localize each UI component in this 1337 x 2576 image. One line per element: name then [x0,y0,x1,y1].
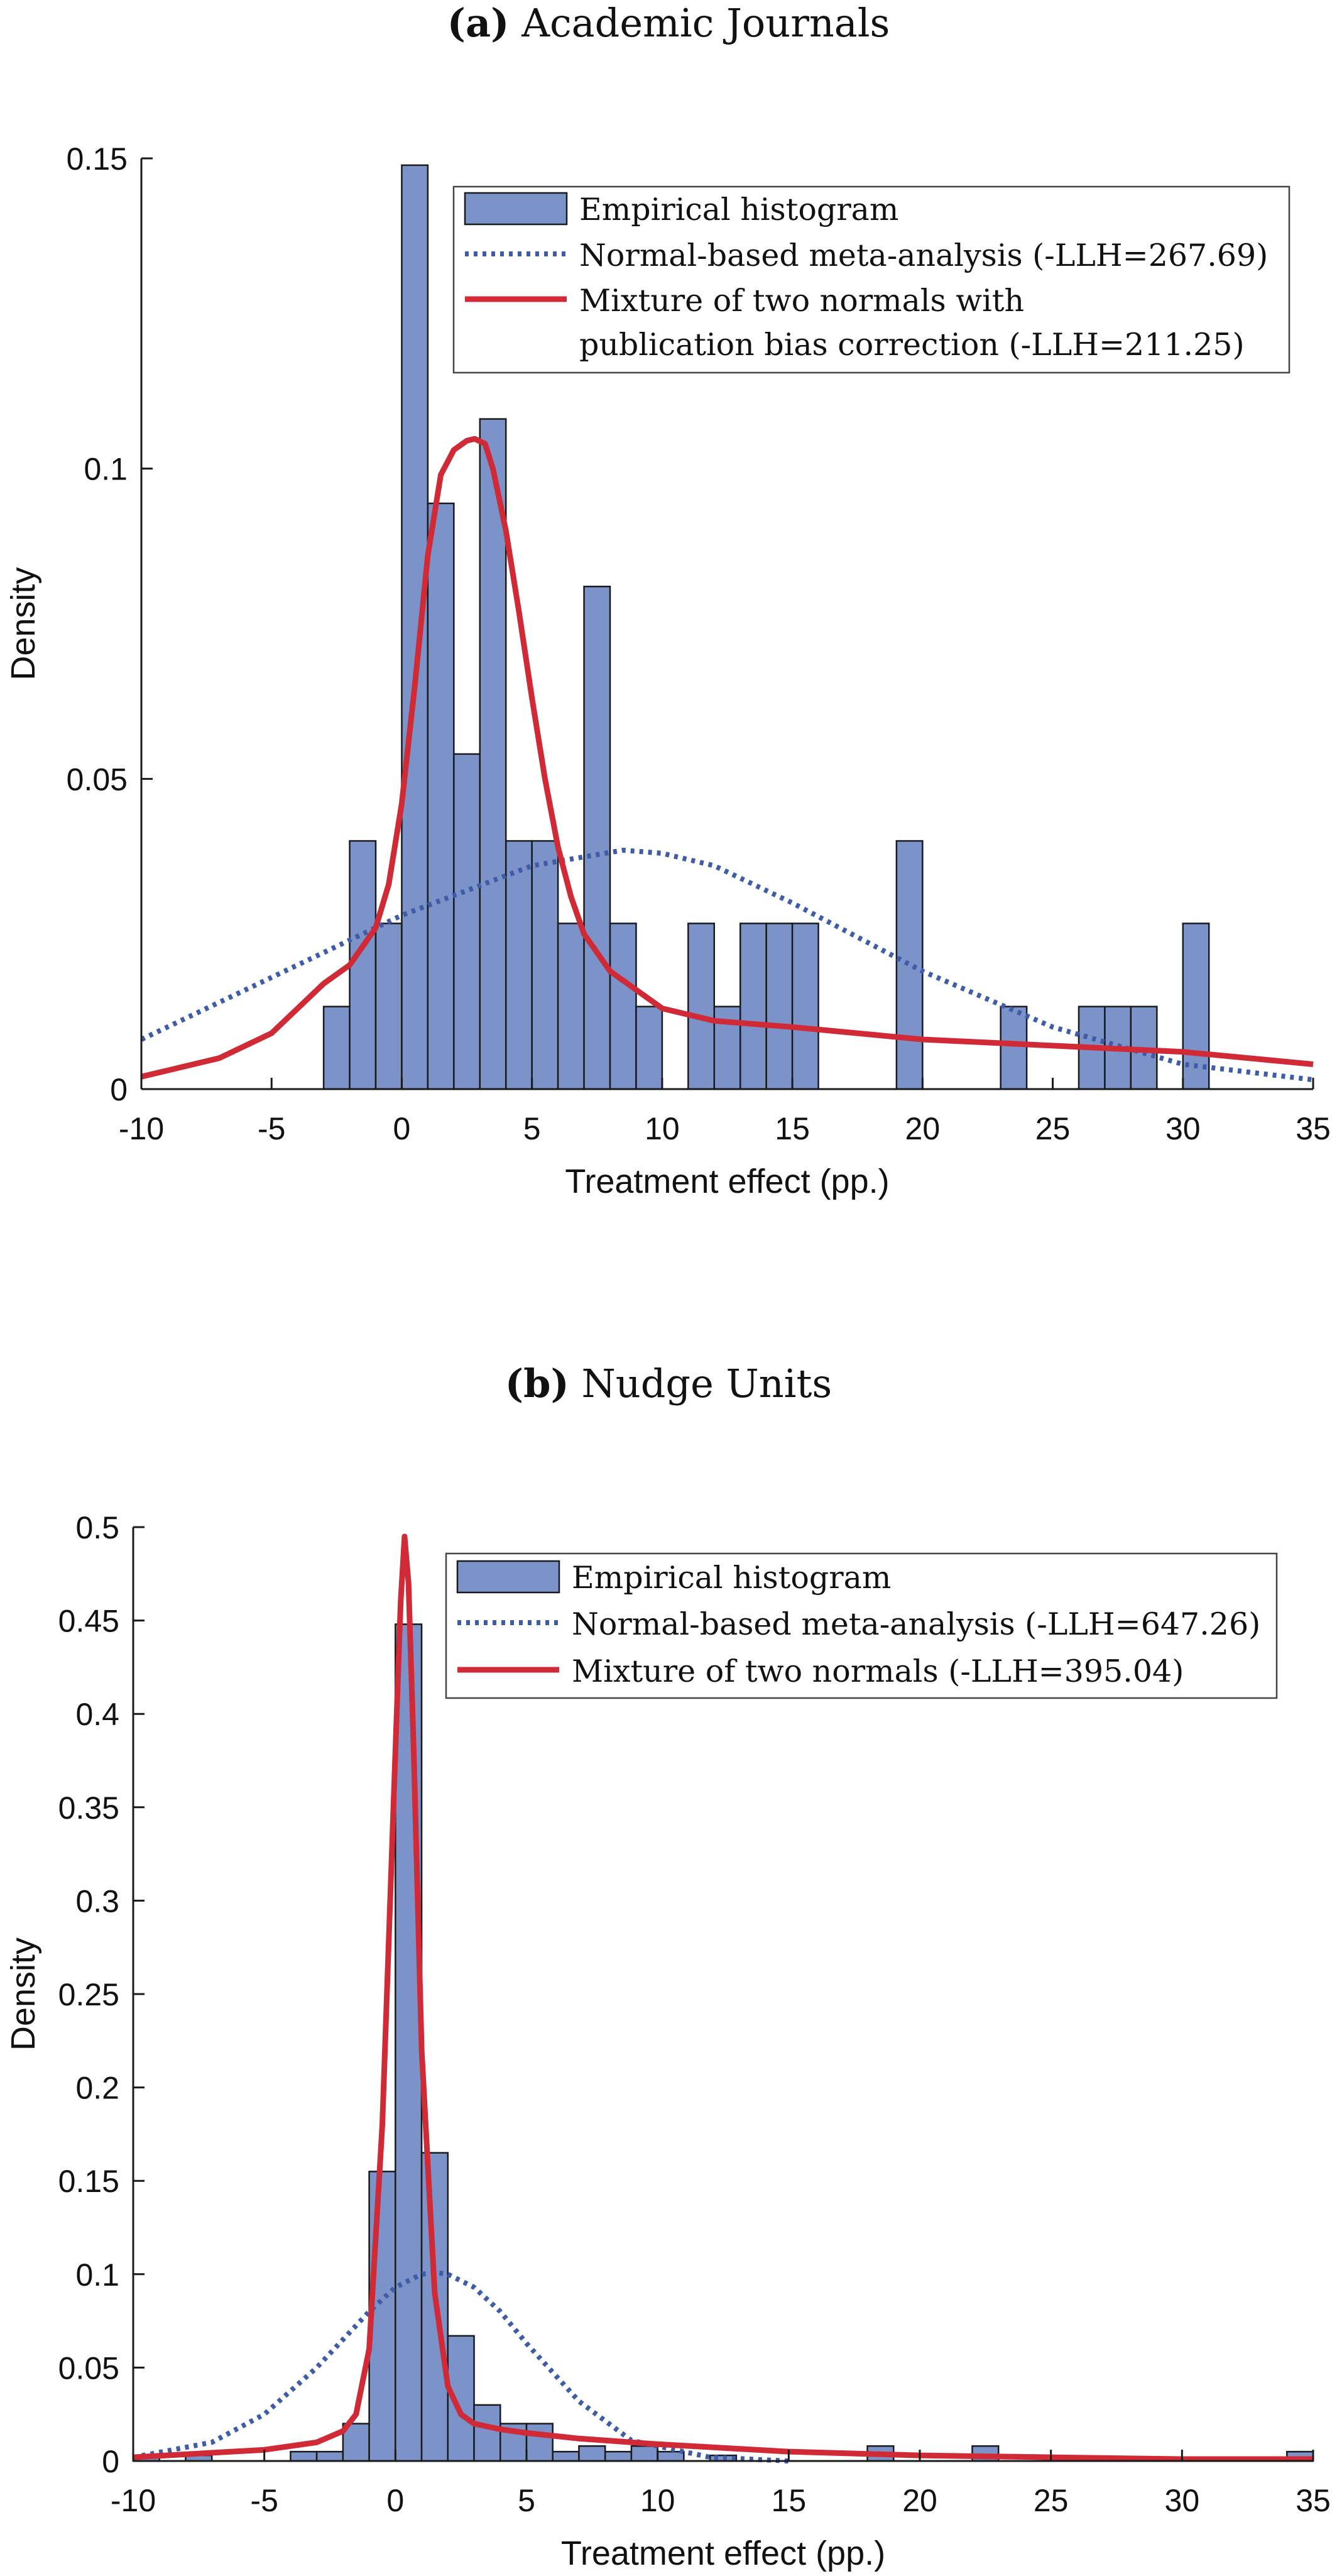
y-tick-label: 0 [110,1072,128,1107]
legend-box [452,185,1291,374]
legend-entry: Empirical histogram [579,192,898,227]
x-axis-label: Treatment effect (pp.) [561,2535,885,2572]
chart-nudge-units: -10 -5 0 5 10 15 20 25 30 35 0 0.05 0.1 0.15 0.2 0.25 0.… [4,1510,1331,2572]
histogram-bar [635,1006,663,1090]
x-tick-label: 30 [1165,2483,1200,2518]
histogram-bar [374,923,403,1090]
legend-entry: Empirical histogram [572,1560,891,1596]
histogram-bar [630,2445,658,2462]
y-tick-label: 0.2 [75,2071,119,2106]
x-tick-label: 10 [640,2483,675,2518]
legend-swatch-histogram [464,192,568,226]
histogram-bar [791,923,819,1090]
histogram-bar [578,2445,606,2462]
y-tick-label: 0.1 [75,2257,119,2293]
x-tick-label: 25 [1035,1111,1071,1146]
x-tick-label: 15 [775,1111,810,1146]
panel-title: (b) Nudge Units [0,1361,1337,1406]
normal-meta-analysis-line [140,847,1314,1083]
chart-academic-journals: -10 -5 0 5 10 15 20 25 30 35 0 0.05 0.1 0.15 Treatment… [4,141,1331,1200]
histogram-bar [349,840,377,1090]
panel-academic-journals: (a) Academic Journals -10 -5 0 5 10 15 20 25 30 3… [0,0,1337,1257]
legend-entry: Normal-based meta-analysis (-LLH=647.26) [572,1606,1260,1642]
histogram-bar [604,2450,633,2462]
histogram-bar [1182,923,1210,1090]
legend-entry: Mixture of two normals with [579,283,1024,319]
x-tick-label: 30 [1165,1111,1201,1146]
histogram-bar [895,840,924,1090]
panel-tag: (b) [505,1361,569,1406]
histogram-bar [1000,1006,1028,1090]
y-tick-label: 0.05 [67,762,128,797]
y-tick-label: 0.15 [67,141,128,177]
histogram-bar [552,2450,580,2462]
y-tick-label: 0.1 [84,452,128,487]
histogram-bar [739,923,767,1090]
histogram-bar [401,164,429,1090]
histogram-bar [473,2404,501,2462]
legend-box [445,1552,1278,1699]
x-tick-label: -10 [111,2483,156,2518]
histogram-bar [290,2450,318,2462]
panel-title-text: Nudge Units [581,1361,832,1406]
histogram-bar [322,1006,351,1090]
y-tick-label: 0.5 [75,1510,119,1545]
histogram-bar [525,2423,554,2462]
panel-tag: (a) [447,0,510,46]
legend-entry: Normal-based meta-analysis (-LLH=267.69) [579,238,1268,273]
x-tick-label: 15 [772,2483,807,2518]
x-tick-label: -10 [119,1111,164,1146]
legend-swatch-histogram [456,1560,560,1594]
y-tick-label: 0 [102,2444,119,2479]
mixture-of-normals-line [140,436,1314,1080]
x-tick-label: 20 [902,2483,937,2518]
histogram-bar [395,1623,423,2462]
y-tick-label: 0.25 [58,1977,119,2012]
histogram-bar [505,840,533,1090]
histogram-bar [315,2450,344,2462]
legend-entry: Mixture of two normals (-LLH=395.04) [572,1653,1184,1689]
mixture-of-normals-line [133,1533,1313,2462]
x-tick-label: 10 [645,1111,680,1146]
histogram-bar [453,753,481,1090]
x-tick-label: -5 [258,1111,285,1146]
y-axis-label: Density [4,567,42,680]
legend-entry: publication bias correction (-LLH=211.25… [579,327,1245,363]
y-tick-label: 0.35 [58,1790,119,1826]
x-tick-label: 20 [905,1111,941,1146]
x-tick-label: 35 [1296,1111,1331,1146]
x-tick-label: 0 [386,2483,404,2518]
y-tick-label: 0.3 [75,1883,119,1919]
y-tick-label: 0.15 [58,2164,119,2199]
y-tick-label: 0.05 [58,2350,119,2386]
normal-meta-analysis-line [133,2269,789,2464]
x-tick-label: 5 [518,2483,535,2518]
y-tick-label: 0.45 [58,1604,119,1639]
histogram-bar [427,502,455,1090]
x-tick-label: 25 [1034,2483,1069,2518]
y-axis-label: Density [4,1937,42,2051]
histogram-bar [557,923,585,1090]
x-axis-label: Treatment effect (pp.) [565,1163,889,1200]
x-tick-label: 0 [393,1111,411,1146]
x-tick-label: 5 [523,1111,541,1146]
histogram-bar [687,923,716,1090]
histogram-bar [583,586,611,1090]
panel-title-text: Academic Journals [521,0,890,46]
panel-nudge-units: (b) Nudge Units -10 -5 0 5 10 15 20 25 30 35 0 0.05… [0,1351,1337,2576]
histogram-bar [609,923,637,1090]
histogram-bar [765,923,794,1090]
x-tick-label: -5 [250,2483,278,2518]
histogram-bar [531,840,559,1090]
y-tick-label: 0.4 [75,1697,119,1732]
x-tick-label: 35 [1296,2483,1331,2518]
panel-title: (a) Academic Journals [0,0,1337,46]
